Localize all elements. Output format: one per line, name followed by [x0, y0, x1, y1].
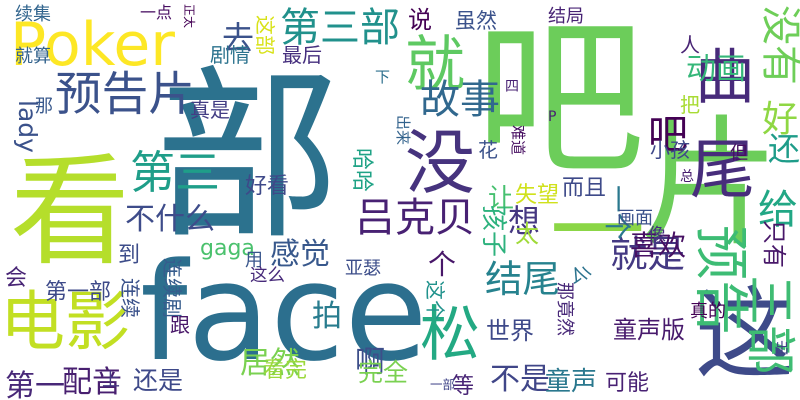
- word-meiyou: 没有: [757, 5, 800, 85]
- word-yase: 亚瑟: [345, 258, 381, 279]
- word-hui: 会: [5, 266, 28, 291]
- word-hao: 好: [762, 98, 799, 140]
- word-peiyin: 配音: [62, 365, 122, 400]
- word-wei: 尾: [690, 132, 755, 208]
- word-juqing: 剧情: [210, 43, 250, 67]
- word-keneng: 可能: [605, 371, 650, 396]
- word-shang: 上: [102, 370, 120, 391]
- word-tongshengban: 童声版: [613, 315, 685, 344]
- word-zong: 总: [680, 169, 694, 185]
- word-xiang-like: 像: [648, 225, 666, 246]
- word-hai: 还: [768, 130, 800, 168]
- word-yong: 用: [245, 250, 263, 271]
- word-shiwang: 失望: [515, 183, 560, 208]
- word-zhengtai: 正太: [181, 4, 196, 28]
- word-zhenshi: 真是: [190, 98, 230, 122]
- word-lvkebei: 吕克贝: [355, 194, 475, 241]
- word-ren: 人: [680, 33, 700, 57]
- word-zhe: 这: [695, 275, 795, 393]
- word-tongsheng: 童声: [545, 367, 597, 397]
- word-suiran: 虽然: [455, 8, 497, 33]
- word-bushi: 不是: [490, 362, 550, 397]
- word-diyibu: 第一部: [45, 280, 112, 305]
- word-yi: 一: [550, 177, 645, 287]
- word-najingran: 那竟然: [554, 282, 575, 336]
- word-haha: 哈哈: [349, 148, 374, 193]
- word-xiang: 想: [508, 202, 541, 240]
- word-ge: 个: [428, 247, 457, 281]
- word-rang: 让: [488, 184, 514, 214]
- word-yidian: 一点: [140, 3, 172, 22]
- word-jiushi: 就是: [610, 232, 685, 277]
- word-huamian: 画面: [617, 208, 653, 229]
- word-poker: Poker: [10, 10, 175, 80]
- word-erqie: 而且: [562, 176, 607, 201]
- word-juran: 居然: [240, 346, 300, 381]
- word-dianying: 电影: [0, 285, 131, 360]
- word-mei: 没: [405, 121, 475, 204]
- word-a: 啊: [355, 345, 385, 380]
- word-kanwan: 看完: [263, 358, 308, 383]
- word-na: 那: [35, 96, 53, 117]
- word-pian: 片: [640, 103, 781, 266]
- word-chu: 出: [775, 341, 789, 357]
- word-haizi: 孩子: [478, 205, 508, 258]
- word-zheme: 这么: [250, 266, 285, 287]
- word-zhende: 真的: [690, 301, 726, 322]
- word-face: face: [140, 234, 428, 391]
- word-xuji: 续集: [15, 4, 51, 25]
- word-ba-large: 吧: [475, 1, 645, 199]
- word-bu: 部: [155, 49, 340, 265]
- word-dao: 到: [118, 243, 141, 268]
- word-lianxuju: 连续剧: [160, 258, 185, 318]
- word-deng: 等: [452, 374, 474, 399]
- word-kan: 看: [10, 142, 130, 282]
- word-qu-go: 去: [222, 19, 255, 57]
- word-yugaopian: 预告片: [55, 67, 195, 122]
- word-si: 四: [505, 79, 519, 95]
- word-gaga: gaga: [200, 236, 255, 261]
- word-tai: 太: [515, 220, 539, 248]
- word-jiewei: 结尾: [485, 257, 560, 302]
- word-wanquan: 完全: [358, 358, 409, 387]
- word-gei: 给: [758, 187, 798, 233]
- word-jiusuan: 就算: [15, 46, 51, 67]
- word-zuihou: 最后: [282, 43, 322, 67]
- word-p: P: [548, 109, 557, 125]
- word-zhiyou: 只有: [760, 220, 788, 268]
- word-haokan: 好看: [245, 174, 290, 199]
- word-hua: 花: [478, 138, 498, 162]
- word-dan: 但: [730, 143, 748, 164]
- word-bushenme: 不什么: [125, 202, 215, 237]
- word-lianxu: 连续: [118, 278, 143, 318]
- word-zhege: 这个: [422, 280, 447, 320]
- word-yibu: 一部: [430, 376, 456, 392]
- word-xia: 下: [375, 68, 390, 86]
- word-ba-small: 吧: [648, 112, 688, 158]
- word-haishi: 还是: [133, 366, 183, 395]
- word-donghua: 动画: [686, 52, 746, 87]
- word-me: 么: [570, 265, 594, 285]
- word-jiu: 就: [405, 30, 465, 100]
- word-diyi: 第一: [5, 369, 65, 400]
- word-xihuan: 喜欢: [630, 229, 687, 262]
- word-song: 松: [420, 299, 480, 370]
- word-qu: 曲: [695, 42, 755, 113]
- word-xiaohai: 小孩: [650, 138, 690, 162]
- word-gushi: 故事: [420, 77, 500, 123]
- word-gen: 跟: [170, 313, 190, 337]
- word-shuo: 说: [408, 5, 432, 34]
- word-shijie: 世界: [486, 316, 534, 345]
- word-nandao: 难道: [508, 125, 527, 155]
- word-chulai: 出来: [394, 115, 412, 146]
- word-ganjue: 感觉: [270, 237, 330, 272]
- word-zhebu: 这部: [253, 15, 277, 55]
- word-jieju: 结局: [548, 6, 584, 27]
- word-pai: 拍: [312, 299, 342, 334]
- word-ba-ba: 把: [680, 93, 700, 117]
- word-disanbu: 第三部: [280, 4, 400, 51]
- word-disan: 第三: [130, 146, 221, 199]
